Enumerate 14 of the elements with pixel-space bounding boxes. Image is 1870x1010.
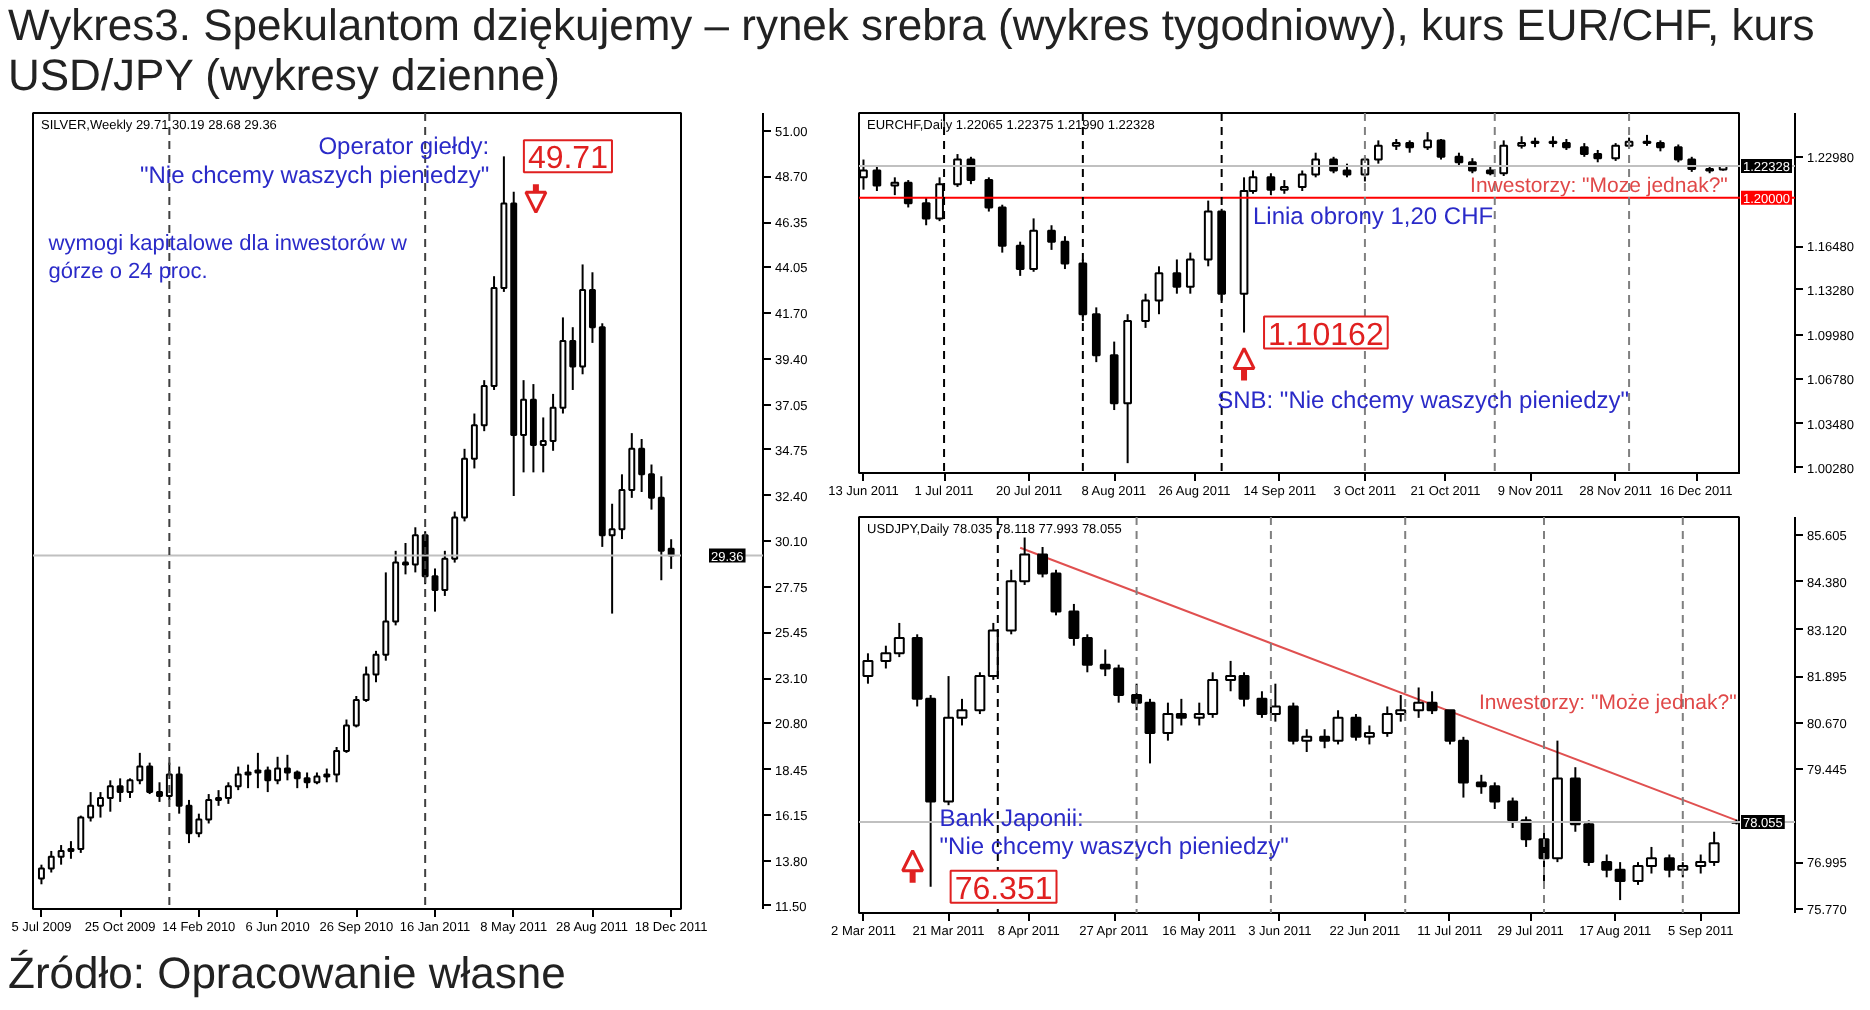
annotation: wymogi kapitalowe dla inwestorów w górze o 24 proc. [46,232,407,285]
annotation: Inwestorzy: "Moze jednak?" [1470,173,1729,198]
annotation: Bank Japonii: [939,804,1084,833]
text: Źródło: Opracowanie własne [8,948,566,1000]
annotation: Linia obrony 1,20 CHF [1252,201,1494,230]
annotation: 49.71 [527,142,609,177]
annotation: Inwestorzy: "Może jednak?" [1478,690,1738,715]
annotation: 1.10162 [1268,318,1384,353]
annotation: Operator giełdy: [318,132,490,161]
text: Wykres3. Spekulantom dziękujemy – rynek srebra (wykres tygodniowy), kurs EUR/CHF, kurs USD/JPY (wykresy dzienne) [8,0,1817,100]
annotation: 76.351 [954,872,1053,907]
annotation: SNB: "Nie chcemy waszych pieniedzy" [1217,386,1630,415]
annotation: "Nie chcemy waszych pieniedzy" [140,161,490,190]
annotation: "Nie chcemy waszych pieniedzy" [939,832,1289,861]
